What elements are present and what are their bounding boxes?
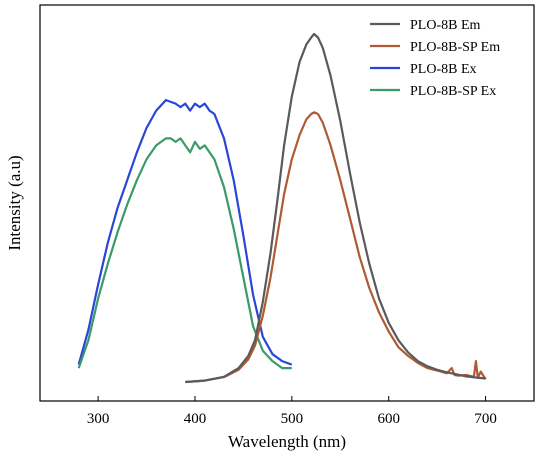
plot-frame [39, 4, 535, 402]
x-tick-label: 400 [184, 411, 207, 427]
y-axis-label: Intensity (a.u) [5, 155, 24, 250]
legend-label: PLO-8B-SP Ex [410, 84, 496, 99]
x-axis-label: Wavelength (nm) [228, 432, 346, 451]
series-layer [77, 32, 487, 384]
x-tick-label: 700 [474, 411, 497, 427]
x-axis-ticks: 300 400 500 600 700 [87, 396, 497, 427]
legend-label: PLO-8B Em [410, 18, 481, 33]
series-line-plo-8b-sp-em [185, 111, 487, 384]
x-tick-label: 600 [377, 411, 400, 427]
series-line-plo-8b-ex [77, 99, 293, 366]
series-line-plo-8b-em [185, 32, 486, 384]
series-line-plo-8b-sp-ex [77, 137, 292, 370]
legend: PLO-8B Em PLO-8B-SP Em PLO-8B Ex PLO-8B-SP … [370, 18, 500, 99]
legend-label: PLO-8B-SP Em [410, 40, 500, 55]
x-tick-label: 300 [87, 411, 110, 427]
x-tick-label: 500 [281, 411, 304, 427]
legend-label: PLO-8B Ex [410, 62, 477, 77]
